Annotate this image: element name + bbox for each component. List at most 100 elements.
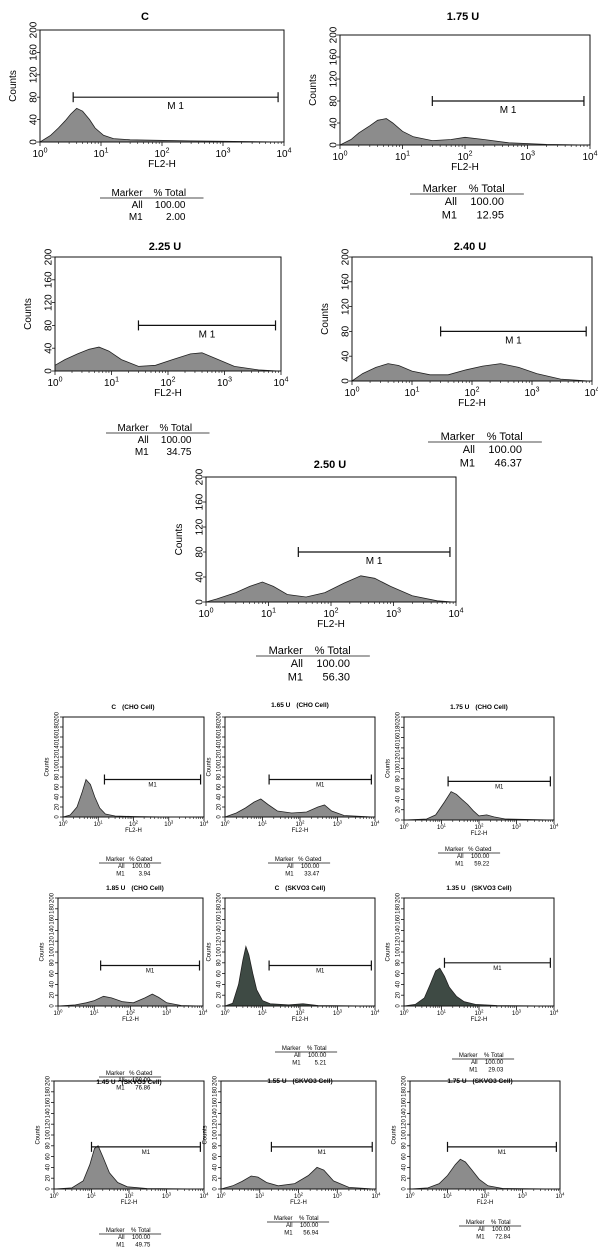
plot-frame [224,716,376,818]
x-tick-label: 100 [332,151,347,164]
x-tick-label: 100 [47,377,62,390]
y-tick-label: 80 [396,775,402,782]
y-tick-label: 80 [217,773,223,780]
y-tick-label: 40 [341,350,352,362]
x-tick-label: 100 [220,819,230,828]
stats-table: Marker % Total All 100.00 M1 56.94 [267,1216,330,1236]
stats-row-value: 59.22 [474,861,490,867]
x-tick-label: 100 [32,148,47,161]
x-axis-label: FL2-H [458,398,486,409]
y-tick-label: 40 [402,1163,408,1170]
stats-header-marker: Marker [445,847,464,853]
x-tick-label: 101 [404,387,419,400]
y-tick-label: 40 [396,980,402,987]
histogram-panel: 020406080100120140160180200Counts1001011… [36,1075,210,1248]
x-axis-label: FL2-H [317,619,345,630]
y-tick-label: 40 [44,342,55,354]
y-tick-label: 200 [195,468,206,485]
y-tick-label: 0 [55,815,61,819]
marker-label: M1 [146,969,155,975]
y-tick-label: 20 [402,1174,408,1181]
x-axis-label: FL2-H [125,828,142,834]
stats-row-label: All [294,1053,301,1059]
x-tick-label: 103 [386,608,401,621]
y-tick-label: 60 [55,783,61,790]
y-tick-label: 100 [396,946,402,957]
y-tick-label: 180 [50,903,56,914]
stats-header-marker: Marker [441,431,476,443]
x-tick-label: 102 [295,1008,305,1017]
y-tick-label: 0 [29,139,40,145]
x-tick-label: 100 [399,1008,409,1017]
x-axis-label: FL2-H [121,1200,138,1206]
x-tick-label: 100 [198,608,213,621]
stats-row-label: All [118,864,125,870]
x-tick-label: 102 [474,1008,484,1017]
stats-header-marker: Marker [117,423,149,434]
x-tick-label: 102 [323,608,338,621]
y-tick-label: 80 [217,959,223,966]
x-tick-label: 101 [94,819,104,828]
stats-header-marker: Marker [466,1220,485,1226]
x-tick-label: 103 [217,377,232,390]
y-tick-label: 100 [55,761,61,772]
x-tick-label: 100 [49,1191,59,1200]
y-tick-label: 80 [44,319,55,331]
marker-label: M1 [316,969,325,975]
x-tick-label: 102 [154,148,169,161]
y-tick-label: 80 [46,1142,52,1149]
y-tick-label: 160 [396,914,402,925]
stats-row-label: M1 [460,457,475,469]
stats-header-value: % Total [159,423,192,434]
y-tick-label: 180 [396,722,402,733]
histogram-area [38,107,282,143]
y-tick-label: 120 [217,751,223,762]
y-tick-label: 200 [217,711,223,722]
x-tick-label: 103 [164,819,174,828]
y-tick-label: 120 [396,753,402,764]
stats-row-label: M1 [288,671,303,683]
y-tick-label: 160 [55,731,61,742]
y-tick-label: 180 [396,903,402,914]
stats-row-value: 100.00 [161,435,192,446]
x-axis-label: FL2-H [290,1200,307,1206]
y-tick-label: 200 [44,248,55,265]
stats-row-label: All [445,196,457,208]
marker-label: M 1 [366,556,383,567]
stats-row-label: M1 [455,861,464,867]
y-tick-label: 200 [50,892,56,903]
stats-header-value: % Total [315,645,351,657]
panel-title: 1.45 U (SKVO3 Cell) [96,1079,161,1086]
y-tick-label: 0 [341,378,352,384]
marker-label: M 1 [167,101,184,112]
panel-title: 1.65 U (CHO Cell) [271,702,329,709]
x-axis-label: FL2-H [451,162,479,173]
histogram-panel: 020406080100120140160180200Counts1001011… [207,885,381,1066]
x-tick-label: 102 [160,377,175,390]
stats-row-label: All [463,444,475,456]
stats-table: Marker % Total All 100.00 M1 2.00 [100,188,204,223]
marker-label: M1 [498,1150,507,1156]
stats-row-label: M1 [285,871,294,877]
x-tick-label: 100 [399,822,409,831]
histogram-area [220,1166,375,1190]
x-tick-label: 101 [443,1191,453,1200]
panel-title: 1.35 U (SKVO3 Cell) [446,885,511,892]
x-tick-label: 103 [162,1191,172,1200]
y-tick-label: 100 [217,946,223,957]
y-tick-label: 160 [44,271,55,288]
panel-title: 2.25 U [149,241,181,253]
histogram-area [409,1158,559,1190]
x-axis-label: FL2-H [471,1017,488,1023]
y-tick-label: 20 [217,991,223,998]
x-axis-label: FL2-H [148,159,176,170]
stats-row-value: 100.00 [316,658,350,670]
y-tick-label: 200 [329,26,340,43]
stats-table: Marker % Total All 100.00 M1 56.30 [256,645,370,683]
marker-label: M 1 [199,329,216,340]
stats-row-value: 5.21 [315,1060,327,1066]
y-tick-label: 200 [396,711,402,722]
stats-header-value: % Gated [129,1071,152,1077]
y-tick-label: 60 [396,785,402,792]
y-tick-label: 180 [402,1086,408,1097]
